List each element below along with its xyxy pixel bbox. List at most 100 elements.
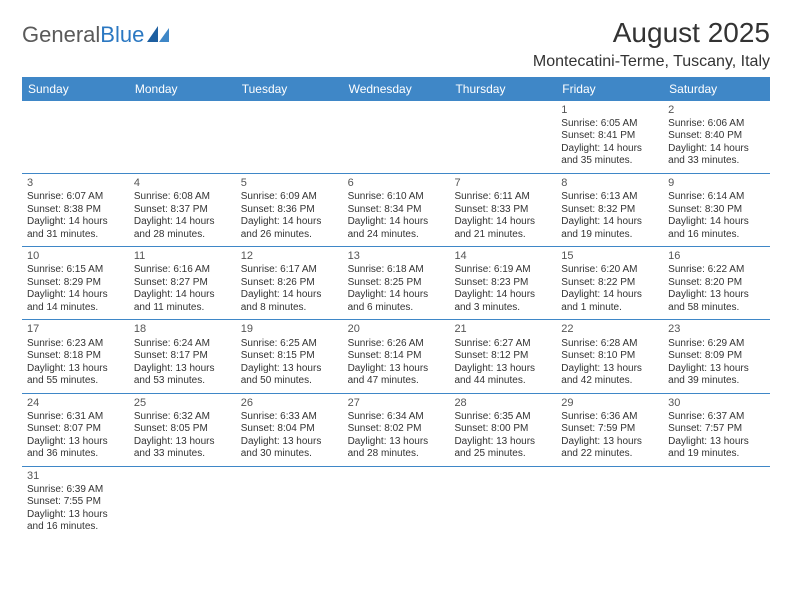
detail-sunset: Sunset: 8:05 PM bbox=[134, 423, 231, 436]
detail-daylight1: Daylight: 13 hours bbox=[348, 436, 445, 449]
day-cell: 10Sunrise: 6:15 AMSunset: 8:29 PMDayligh… bbox=[22, 247, 129, 319]
detail-sunset: Sunset: 8:40 PM bbox=[668, 130, 765, 143]
detail-daylight2: and 33 minutes. bbox=[668, 155, 765, 168]
detail-daylight1: Daylight: 13 hours bbox=[27, 509, 124, 522]
day-cell: 5Sunrise: 6:09 AMSunset: 8:36 PMDaylight… bbox=[236, 174, 343, 246]
detail-daylight1: Daylight: 14 hours bbox=[134, 289, 231, 302]
detail-daylight1: Daylight: 13 hours bbox=[668, 289, 765, 302]
day-details: Sunrise: 6:23 AMSunset: 8:18 PMDaylight:… bbox=[27, 338, 124, 388]
detail-sunrise: Sunrise: 6:14 AM bbox=[668, 191, 765, 204]
day-header-row: SundayMondayTuesdayWednesdayThursdayFrid… bbox=[22, 77, 770, 101]
day-header: Thursday bbox=[449, 77, 556, 101]
detail-daylight1: Daylight: 14 hours bbox=[668, 143, 765, 156]
day-details: Sunrise: 6:22 AMSunset: 8:20 PMDaylight:… bbox=[668, 264, 765, 314]
detail-sunrise: Sunrise: 6:08 AM bbox=[134, 191, 231, 204]
detail-daylight2: and 33 minutes. bbox=[134, 448, 231, 461]
detail-daylight2: and 16 minutes. bbox=[668, 229, 765, 242]
day-details: Sunrise: 6:11 AMSunset: 8:33 PMDaylight:… bbox=[454, 191, 551, 241]
day-details: Sunrise: 6:17 AMSunset: 8:26 PMDaylight:… bbox=[241, 264, 338, 314]
day-cell: 18Sunrise: 6:24 AMSunset: 8:17 PMDayligh… bbox=[129, 320, 236, 392]
day-cell: 1Sunrise: 6:05 AMSunset: 8:41 PMDaylight… bbox=[556, 101, 663, 173]
day-number: 4 bbox=[134, 177, 231, 190]
detail-sunrise: Sunrise: 6:34 AM bbox=[348, 411, 445, 424]
detail-sunrise: Sunrise: 6:06 AM bbox=[668, 118, 765, 131]
day-number: 14 bbox=[454, 250, 551, 263]
week-row: 1Sunrise: 6:05 AMSunset: 8:41 PMDaylight… bbox=[22, 101, 770, 174]
week-row: 31Sunrise: 6:39 AMSunset: 7:55 PMDayligh… bbox=[22, 467, 770, 539]
page-title: August 2025 bbox=[533, 18, 770, 49]
detail-sunrise: Sunrise: 6:35 AM bbox=[454, 411, 551, 424]
day-number: 12 bbox=[241, 250, 338, 263]
day-number: 20 bbox=[348, 323, 445, 336]
day-cell: 31Sunrise: 6:39 AMSunset: 7:55 PMDayligh… bbox=[22, 467, 129, 539]
day-details: Sunrise: 6:35 AMSunset: 8:00 PMDaylight:… bbox=[454, 411, 551, 461]
detail-sunset: Sunset: 8:37 PM bbox=[134, 204, 231, 217]
detail-daylight1: Daylight: 13 hours bbox=[134, 436, 231, 449]
detail-sunrise: Sunrise: 6:16 AM bbox=[134, 264, 231, 277]
day-details: Sunrise: 6:25 AMSunset: 8:15 PMDaylight:… bbox=[241, 338, 338, 388]
detail-sunset: Sunset: 8:14 PM bbox=[348, 350, 445, 363]
detail-daylight2: and 28 minutes. bbox=[134, 229, 231, 242]
detail-sunset: Sunset: 8:15 PM bbox=[241, 350, 338, 363]
day-number: 1 bbox=[561, 104, 658, 117]
day-cell: 2Sunrise: 6:06 AMSunset: 8:40 PMDaylight… bbox=[663, 101, 770, 173]
logo-sail-icon bbox=[147, 26, 169, 42]
detail-sunrise: Sunrise: 6:39 AM bbox=[27, 484, 124, 497]
detail-daylight1: Daylight: 13 hours bbox=[27, 436, 124, 449]
detail-daylight1: Daylight: 13 hours bbox=[454, 436, 551, 449]
day-cell: 4Sunrise: 6:08 AMSunset: 8:37 PMDaylight… bbox=[129, 174, 236, 246]
detail-sunrise: Sunrise: 6:17 AM bbox=[241, 264, 338, 277]
detail-sunset: Sunset: 8:22 PM bbox=[561, 277, 658, 290]
detail-daylight2: and 35 minutes. bbox=[561, 155, 658, 168]
day-details: Sunrise: 6:33 AMSunset: 8:04 PMDaylight:… bbox=[241, 411, 338, 461]
day-cell: 16Sunrise: 6:22 AMSunset: 8:20 PMDayligh… bbox=[663, 247, 770, 319]
detail-daylight1: Daylight: 13 hours bbox=[134, 363, 231, 376]
detail-sunrise: Sunrise: 6:36 AM bbox=[561, 411, 658, 424]
detail-daylight1: Daylight: 13 hours bbox=[561, 363, 658, 376]
detail-sunset: Sunset: 8:25 PM bbox=[348, 277, 445, 290]
day-cell: 24Sunrise: 6:31 AMSunset: 8:07 PMDayligh… bbox=[22, 394, 129, 466]
detail-sunrise: Sunrise: 6:32 AM bbox=[134, 411, 231, 424]
detail-sunrise: Sunrise: 6:19 AM bbox=[454, 264, 551, 277]
detail-sunset: Sunset: 8:20 PM bbox=[668, 277, 765, 290]
detail-sunset: Sunset: 8:17 PM bbox=[134, 350, 231, 363]
empty-cell bbox=[343, 467, 450, 539]
calendar-grid: SundayMondayTuesdayWednesdayThursdayFrid… bbox=[22, 77, 770, 594]
day-details: Sunrise: 6:31 AMSunset: 8:07 PMDaylight:… bbox=[27, 411, 124, 461]
detail-sunrise: Sunrise: 6:31 AM bbox=[27, 411, 124, 424]
detail-sunrise: Sunrise: 6:20 AM bbox=[561, 264, 658, 277]
day-cell: 26Sunrise: 6:33 AMSunset: 8:04 PMDayligh… bbox=[236, 394, 343, 466]
detail-daylight1: Daylight: 14 hours bbox=[241, 216, 338, 229]
detail-daylight2: and 22 minutes. bbox=[561, 448, 658, 461]
detail-daylight2: and 16 minutes. bbox=[27, 521, 124, 534]
detail-daylight2: and 25 minutes. bbox=[454, 448, 551, 461]
day-number: 3 bbox=[27, 177, 124, 190]
calendar-page: General Blue August 2025 Montecatini-Ter… bbox=[0, 0, 792, 612]
detail-daylight1: Daylight: 14 hours bbox=[348, 289, 445, 302]
day-number: 17 bbox=[27, 323, 124, 336]
day-details: Sunrise: 6:29 AMSunset: 8:09 PMDaylight:… bbox=[668, 338, 765, 388]
day-cell: 27Sunrise: 6:34 AMSunset: 8:02 PMDayligh… bbox=[343, 394, 450, 466]
empty-cell bbox=[236, 467, 343, 539]
day-number: 30 bbox=[668, 397, 765, 410]
detail-sunset: Sunset: 8:10 PM bbox=[561, 350, 658, 363]
detail-daylight2: and 42 minutes. bbox=[561, 375, 658, 388]
day-number: 5 bbox=[241, 177, 338, 190]
week-row: 17 Sunrise: 6:23 AMSunset: 8:18 PMDayligh… bbox=[22, 320, 770, 393]
detail-sunset: Sunset: 8:18 PM bbox=[27, 350, 124, 363]
day-cell: 28Sunrise: 6:35 AMSunset: 8:00 PMDayligh… bbox=[449, 394, 556, 466]
detail-sunrise: Sunrise: 6:37 AM bbox=[668, 411, 765, 424]
detail-sunset: Sunset: 8:12 PM bbox=[454, 350, 551, 363]
day-number: 27 bbox=[348, 397, 445, 410]
empty-cell bbox=[22, 101, 129, 173]
day-cell: 17 Sunrise: 6:23 AMSunset: 8:18 PMDayligh… bbox=[22, 320, 129, 392]
day-number: 26 bbox=[241, 397, 338, 410]
day-header: Friday bbox=[556, 77, 663, 101]
detail-daylight1: Daylight: 14 hours bbox=[454, 289, 551, 302]
detail-daylight1: Daylight: 14 hours bbox=[561, 216, 658, 229]
detail-sunset: Sunset: 7:55 PM bbox=[27, 496, 124, 509]
detail-sunset: Sunset: 8:38 PM bbox=[27, 204, 124, 217]
detail-daylight2: and 21 minutes. bbox=[454, 229, 551, 242]
day-details: Sunrise: 6:09 AMSunset: 8:36 PMDaylight:… bbox=[241, 191, 338, 241]
day-header: Tuesday bbox=[236, 77, 343, 101]
